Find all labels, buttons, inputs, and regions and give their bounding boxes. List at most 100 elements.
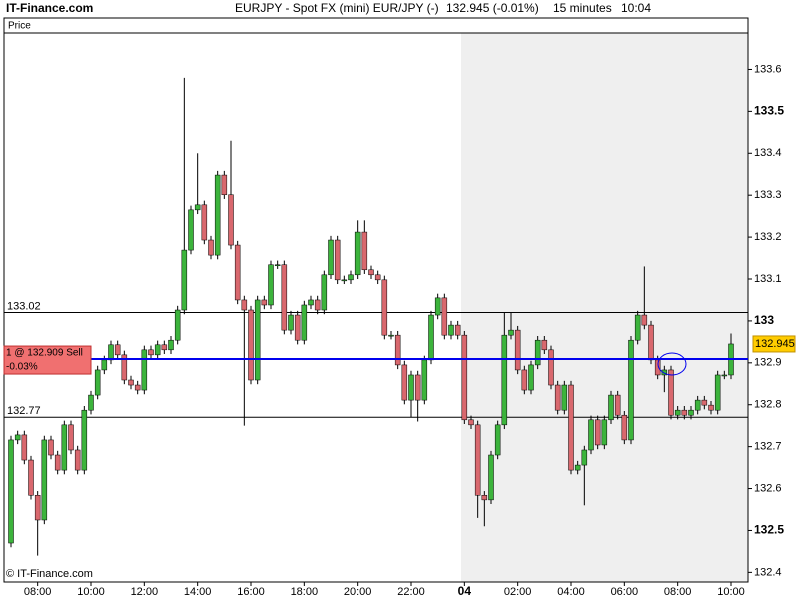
candle-body: [408, 374, 414, 401]
last-price: 132.945: [755, 338, 795, 350]
candle-body: [661, 369, 668, 376]
candle-body: [288, 314, 294, 331]
candle-body: [501, 334, 508, 426]
candle-body: [21, 434, 28, 461]
candle-body: [254, 299, 261, 381]
x-tick-label: 04:00: [557, 586, 585, 598]
candle-body: [234, 244, 241, 301]
candle-body: [101, 359, 108, 371]
x-tick-label: 22:00: [397, 586, 425, 598]
candle-body: [601, 419, 608, 446]
candle-body: [641, 314, 648, 326]
candle-body: [48, 439, 54, 456]
candle-body: [361, 231, 368, 271]
candle-body: [8, 439, 14, 544]
candle-body: [248, 309, 254, 381]
candle-body: [541, 339, 548, 351]
candle-body: [468, 419, 474, 426]
x-tick-label: 08:00: [24, 586, 52, 598]
order-box: [3, 345, 92, 375]
order-label: 1 @ 132.909 Sell: [6, 348, 83, 359]
candle-body: [494, 424, 501, 456]
y-tick-label: 132.9: [754, 357, 782, 369]
y-tick-label: 133.5: [754, 104, 784, 118]
session-shade: [461, 33, 748, 582]
candle-body: [454, 324, 461, 336]
candle-body: [701, 399, 708, 406]
candle-body: [654, 359, 661, 376]
x-tick-label: 10:00: [77, 586, 105, 598]
candle-body: [281, 264, 288, 331]
x-tick-label: 06:00: [611, 586, 639, 598]
site-name: IT-Finance.com: [6, 1, 93, 15]
candle-body: [114, 344, 121, 356]
y-tick-label: 132.5: [754, 523, 784, 537]
candle-body: [634, 314, 641, 341]
candle-body: [508, 329, 514, 336]
candle-body: [348, 274, 354, 281]
candle-body: [181, 249, 188, 311]
y-tick-label: 133.3: [754, 189, 782, 201]
interval: 15 minutes: [553, 1, 612, 15]
candle-body: [321, 274, 328, 311]
candle-body: [441, 297, 448, 336]
candle-body: [294, 314, 301, 341]
candle-body: [628, 339, 634, 441]
candle-body: [208, 239, 214, 256]
candle-body: [94, 369, 101, 396]
candle-body: [228, 194, 234, 246]
candle-body: [314, 299, 321, 311]
candle-body: [694, 399, 701, 411]
x-tick-label: 14:00: [184, 586, 212, 598]
candle-body: [334, 239, 341, 281]
candle-body: [474, 424, 481, 496]
y-tick-label: 132.4: [754, 566, 782, 578]
time: 10:04: [621, 1, 651, 15]
footer: © IT-Finance.com: [6, 568, 93, 580]
candle-body: [261, 299, 268, 306]
candle-body: [328, 239, 334, 276]
instrument: EURJPY - Spot FX (mini) EUR/JPY (-): [235, 1, 439, 15]
x-tick-label: 18:00: [291, 586, 319, 598]
candle-body: [561, 384, 568, 411]
candle-body: [721, 374, 728, 377]
candle-body: [608, 394, 614, 421]
candle-body: [374, 274, 381, 281]
y-tick-label: 133.2: [754, 231, 782, 243]
x-tick-label: 16:00: [237, 586, 265, 598]
x-tick-label: 04: [458, 584, 472, 598]
candle-body: [428, 314, 434, 361]
candle-body: [128, 379, 134, 386]
candle-body: [554, 384, 561, 411]
x-tick-label: 10:00: [717, 586, 745, 598]
last-price-tag: [752, 335, 796, 353]
candle-body: [401, 364, 408, 401]
y-tick-label: 132.7: [754, 441, 782, 453]
candle-body: [34, 494, 41, 521]
candle-body: [201, 204, 208, 241]
x-tick-label: 02:00: [504, 586, 532, 598]
candle-body: [194, 204, 201, 211]
y-tick-label: 133.1: [754, 273, 782, 285]
candle-body: [274, 264, 281, 267]
quote: 132.945 (-0.01%): [446, 1, 539, 15]
y-tick-label: 133.4: [754, 147, 782, 159]
y-tick-label: 133: [754, 313, 774, 327]
candle-body: [388, 334, 394, 337]
candle-body: [188, 209, 194, 251]
candle-body: [221, 174, 228, 196]
candle-body: [148, 349, 154, 356]
candle-body: [268, 264, 274, 306]
panel-label: Price: [8, 21, 31, 32]
candle-body: [41, 439, 48, 521]
candle-body: [341, 279, 348, 282]
candle-body: [568, 384, 574, 471]
order-change: -0.03%: [6, 362, 38, 373]
candle-body: [674, 409, 681, 416]
candle-body: [141, 349, 148, 391]
candle-body: [88, 394, 94, 411]
candle-body: [161, 344, 168, 351]
candle-body: [488, 454, 494, 501]
x-tick-label: 08:00: [664, 586, 692, 598]
